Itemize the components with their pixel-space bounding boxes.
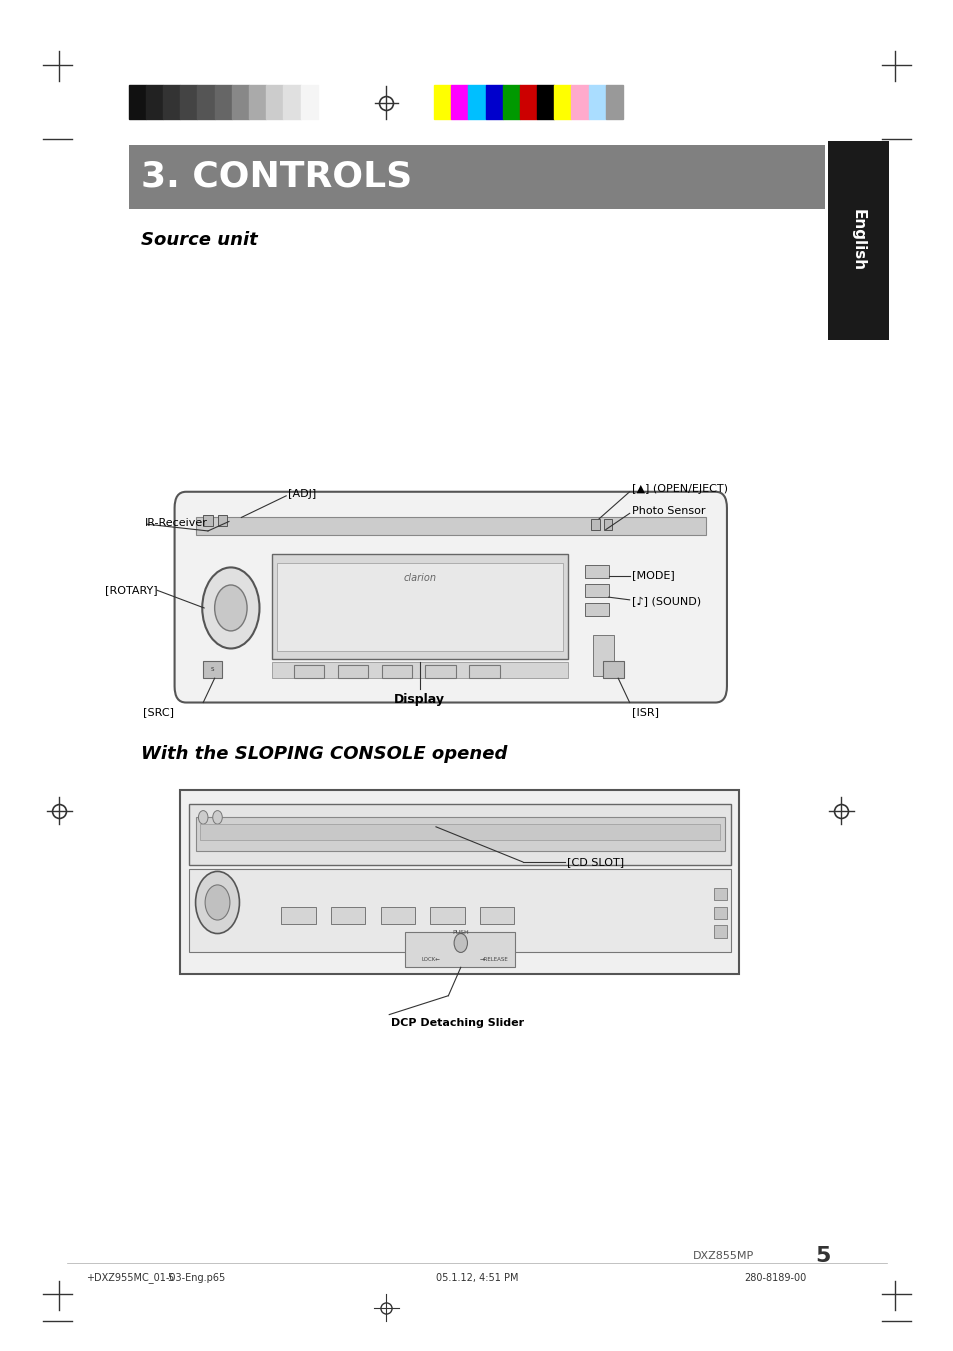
Bar	[537, 85, 554, 119]
Bar	[593, 635, 614, 676]
Bar	[249, 85, 266, 119]
Text: [ROTARY]: [ROTARY]	[105, 585, 157, 596]
Bar	[272, 554, 567, 659]
Text: clarion: clarion	[403, 573, 436, 584]
Circle shape	[198, 811, 208, 824]
Bar	[214, 85, 232, 119]
Bar	[468, 85, 485, 119]
Bar	[405, 932, 515, 967]
Circle shape	[195, 871, 239, 934]
Text: DXZ855MP: DXZ855MP	[692, 1251, 753, 1262]
Bar	[554, 85, 571, 119]
Text: [ISR]: [ISR]	[631, 707, 658, 717]
Bar	[584, 565, 608, 578]
Bar	[337, 665, 368, 678]
Bar	[197, 85, 214, 119]
Circle shape	[214, 585, 247, 631]
Bar	[281, 907, 315, 924]
Text: [CD SLOT]: [CD SLOT]	[566, 857, 623, 867]
Bar	[425, 665, 456, 678]
Bar	[713, 925, 726, 938]
Circle shape	[202, 567, 259, 648]
Bar	[283, 85, 300, 119]
Bar	[434, 85, 451, 119]
Bar	[469, 665, 499, 678]
Bar	[163, 85, 180, 119]
Bar	[380, 907, 415, 924]
Text: [ADJ]: [ADJ]	[288, 489, 316, 500]
Text: Photo Sensor: Photo Sensor	[631, 505, 704, 516]
Bar	[584, 603, 608, 616]
Bar	[602, 661, 623, 678]
Bar	[189, 804, 730, 865]
Bar	[200, 824, 720, 840]
Bar	[571, 85, 588, 119]
Bar	[203, 661, 222, 678]
Text: [MODE]: [MODE]	[631, 570, 674, 581]
FancyBboxPatch shape	[180, 790, 739, 974]
Text: [♪] (SOUND): [♪] (SOUND)	[631, 597, 700, 608]
Bar	[713, 907, 726, 919]
Bar	[217, 515, 227, 526]
Text: PUSH: PUSH	[452, 929, 469, 935]
Bar	[146, 85, 163, 119]
Text: 05.1.12, 4:51 PM: 05.1.12, 4:51 PM	[436, 1273, 517, 1283]
Bar	[129, 85, 146, 119]
Text: 280-8189-00: 280-8189-00	[743, 1273, 805, 1283]
Text: →RELEASE: →RELEASE	[479, 957, 508, 962]
Text: DCP Detaching Slider: DCP Detaching Slider	[391, 1017, 524, 1028]
Bar	[300, 85, 317, 119]
Bar	[266, 85, 283, 119]
Bar	[331, 907, 365, 924]
Bar	[588, 85, 605, 119]
Text: Display: Display	[394, 693, 445, 707]
Bar	[713, 888, 726, 900]
Bar	[485, 85, 502, 119]
Bar	[479, 907, 514, 924]
FancyBboxPatch shape	[174, 492, 726, 703]
Circle shape	[213, 811, 222, 824]
Bar	[519, 85, 537, 119]
Text: LOCK←: LOCK←	[421, 957, 440, 962]
FancyBboxPatch shape	[129, 145, 824, 209]
Bar	[180, 85, 197, 119]
Bar	[195, 817, 724, 851]
FancyBboxPatch shape	[827, 141, 888, 340]
Bar	[189, 869, 730, 952]
Bar	[203, 515, 213, 526]
Bar	[276, 563, 562, 651]
Text: S: S	[211, 667, 214, 671]
Bar	[430, 907, 464, 924]
Bar	[451, 85, 468, 119]
Circle shape	[205, 885, 230, 920]
Text: With the SLOPING CONSOLE opened: With the SLOPING CONSOLE opened	[141, 744, 507, 763]
Bar	[605, 85, 622, 119]
Bar	[591, 519, 599, 530]
Text: [▲] (OPEN/EJECT): [▲] (OPEN/EJECT)	[631, 484, 727, 494]
Bar	[294, 665, 324, 678]
Bar	[232, 85, 249, 119]
Text: 3. CONTROLS: 3. CONTROLS	[141, 159, 412, 195]
Text: IR-Receiver: IR-Receiver	[145, 517, 208, 528]
Text: English: English	[850, 209, 865, 272]
Bar	[381, 665, 412, 678]
Bar	[603, 519, 612, 530]
Text: 5: 5	[815, 1247, 830, 1266]
Bar	[584, 584, 608, 597]
Bar	[502, 85, 519, 119]
Text: +DXZ955MC_01-03-Eng.p65: +DXZ955MC_01-03-Eng.p65	[86, 1273, 225, 1283]
Text: [SRC]: [SRC]	[143, 707, 173, 717]
Bar	[272, 662, 567, 678]
Bar	[195, 517, 705, 535]
Text: 5: 5	[167, 1273, 173, 1283]
Text: Source unit: Source unit	[141, 231, 257, 250]
Circle shape	[454, 934, 467, 952]
